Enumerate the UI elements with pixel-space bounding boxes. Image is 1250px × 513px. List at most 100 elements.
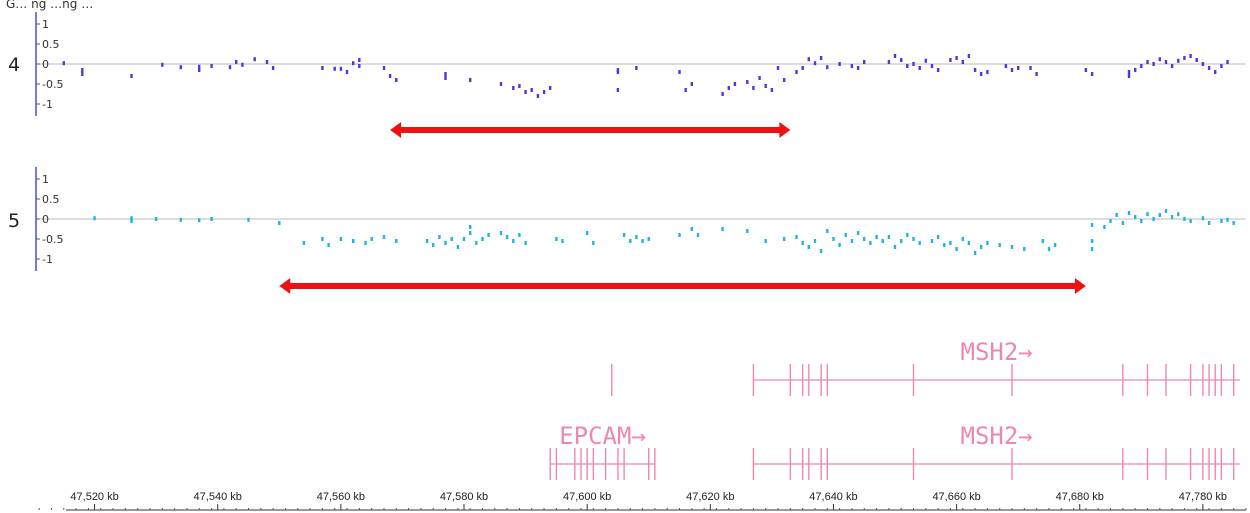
data-point — [1035, 72, 1038, 76]
data-point — [961, 60, 964, 64]
y-tick-label: 0.5 — [42, 38, 60, 51]
data-point — [241, 62, 244, 67]
region-arrow-left-head — [390, 122, 402, 138]
data-point — [450, 237, 453, 241]
data-point — [475, 241, 478, 245]
data-point — [1090, 72, 1094, 76]
region-arrow-right-head — [779, 122, 791, 138]
x-tick-label: 47,620 kb — [686, 491, 734, 503]
y-tick-label: -1 — [42, 98, 53, 111]
data-point — [395, 239, 398, 243]
data-point — [998, 243, 1001, 247]
data-point — [536, 94, 540, 98]
data-point — [1183, 217, 1186, 221]
data-point — [302, 241, 306, 245]
data-point — [887, 235, 891, 239]
data-point — [813, 61, 817, 66]
data-point — [936, 235, 940, 239]
data-point — [936, 68, 940, 72]
data-point — [382, 66, 386, 70]
x-tick-label: 47,780 kb — [1179, 491, 1227, 503]
data-point — [801, 241, 804, 245]
data-point — [1207, 66, 1211, 70]
data-point — [512, 86, 515, 90]
data-point — [912, 237, 915, 241]
data-point — [321, 66, 324, 70]
data-point — [1053, 243, 1057, 247]
x-tick-label: 47,520 kb — [70, 491, 118, 503]
data-point — [154, 217, 158, 221]
data-point — [906, 233, 909, 237]
data-point — [764, 84, 767, 88]
data-point — [198, 64, 201, 69]
data-point — [505, 235, 509, 239]
data-point — [973, 251, 977, 255]
data-point — [783, 78, 786, 82]
data-point — [469, 78, 472, 82]
data-point — [900, 239, 903, 243]
data-point — [161, 62, 164, 67]
data-point — [1177, 58, 1180, 63]
data-point — [764, 239, 767, 243]
data-point — [826, 229, 829, 233]
data-point — [690, 227, 693, 231]
data-point — [530, 88, 533, 92]
data-point — [179, 217, 182, 222]
data-point — [955, 247, 958, 251]
data-point — [863, 237, 866, 241]
data-point — [819, 56, 823, 60]
data-point — [629, 239, 632, 243]
data-point — [758, 76, 761, 80]
data-point — [1170, 64, 1174, 68]
data-point — [856, 66, 860, 70]
data-point — [235, 60, 238, 64]
data-point — [622, 233, 626, 237]
genomic-x-axis: 47,520 kb 47,540 kb 47,560 kb 47,580 kb 47,6… — [38, 491, 1247, 511]
data-point — [228, 65, 232, 70]
data-point — [81, 68, 84, 72]
data-point — [198, 68, 201, 72]
data-point — [967, 241, 971, 245]
data-point — [352, 61, 355, 66]
data-point — [518, 233, 521, 237]
data-point — [198, 218, 201, 223]
data-point — [1146, 60, 1149, 64]
data-point — [1220, 64, 1223, 68]
data-point — [549, 86, 552, 90]
data-point — [826, 65, 829, 70]
data-point — [1090, 239, 1094, 243]
data-point — [438, 235, 441, 239]
data-point — [1189, 54, 1192, 58]
data-point — [1010, 245, 1014, 249]
data-point — [838, 62, 841, 66]
data-point — [721, 92, 724, 96]
data-point — [512, 239, 515, 243]
x-tick-label: 47,680 kb — [1056, 491, 1104, 503]
gene-label: MSH2→ — [961, 422, 1033, 450]
x-tick-label: 47,580 kb — [440, 491, 488, 503]
data-point — [425, 239, 429, 243]
data-point — [1140, 64, 1143, 68]
y-tick-label: 1 — [42, 173, 49, 186]
data-point — [518, 84, 521, 88]
data-point — [727, 86, 730, 90]
top-header-label: G… ng …ng … — [6, 0, 93, 11]
data-point — [980, 72, 983, 76]
data-point — [795, 235, 798, 239]
data-point — [807, 245, 810, 249]
data-point — [481, 237, 484, 241]
data-point — [918, 66, 921, 70]
data-point — [456, 245, 460, 249]
data-point — [678, 70, 681, 74]
data-point — [130, 219, 133, 223]
data-point — [1195, 58, 1198, 62]
data-point — [1207, 221, 1211, 225]
data-point — [1017, 66, 1020, 70]
data-point — [900, 58, 903, 62]
data-point — [930, 239, 934, 243]
data-point — [912, 62, 915, 66]
track-4-label: 4 — [8, 54, 20, 76]
data-point — [690, 82, 693, 86]
data-point — [1214, 70, 1217, 74]
data-point — [980, 245, 983, 249]
